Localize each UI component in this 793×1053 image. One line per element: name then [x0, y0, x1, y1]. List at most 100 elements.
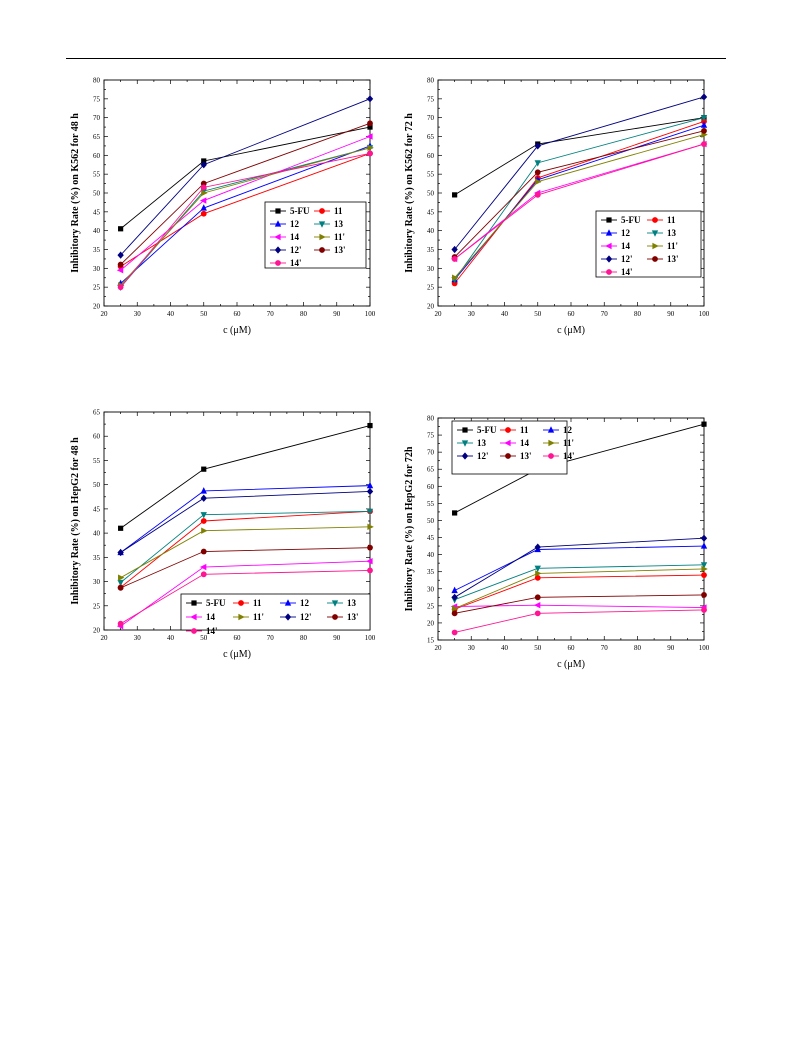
legend: 5-FU 11 12 13 14 11' 12' 13' 14' — [595, 210, 702, 278]
data-point — [117, 584, 124, 591]
data-point — [534, 543, 541, 551]
y-tick-label: 75 — [427, 432, 435, 440]
y-axis-label: Inhibitory Rate (%) on K562 for 48 h — [70, 113, 81, 273]
x-tick-label: 20 — [435, 310, 443, 318]
y-tick-label: 20 — [93, 303, 101, 311]
y-tick-label: 55 — [427, 171, 435, 179]
legend-item: 11' — [233, 612, 264, 622]
x-tick-label: 80 — [300, 310, 308, 318]
y-tick-label: 30 — [427, 265, 435, 273]
legend-label: 14 — [520, 438, 530, 448]
x-tick-label: 90 — [333, 310, 341, 318]
legend-item: 11 — [500, 425, 529, 435]
data-point — [534, 191, 541, 198]
x-tick-label: 80 — [634, 310, 642, 318]
x-tick-label: 20 — [435, 644, 443, 652]
legend-item: 12' — [280, 612, 312, 622]
y-axis-label: Inhibitory Rate (%) on HepG2 for 72h — [404, 446, 415, 611]
x-tick-label: 30 — [468, 310, 476, 318]
legend-item: 12' — [270, 245, 302, 255]
x-tick-label: 70 — [601, 644, 609, 652]
legend-item: 14 — [186, 612, 216, 622]
chart-k562-72h: 20 30 40 50 60 70 80 90 100 20 25 30 35 40 45 50 55 60 65 7… — [404, 77, 710, 337]
series-line — [454, 609, 705, 633]
data-point — [200, 512, 207, 519]
data-point — [701, 421, 707, 427]
data-point — [452, 510, 458, 516]
series-line — [120, 425, 371, 529]
legend-marker — [651, 230, 659, 237]
data-point — [200, 494, 207, 502]
series-line — [120, 547, 371, 589]
x-tick-label: 30 — [134, 310, 142, 318]
legend-item: 5-FU — [457, 425, 497, 435]
legend-marker — [606, 217, 612, 223]
page-header-rule — [66, 58, 726, 59]
y-tick-label: 20 — [427, 303, 435, 311]
series-7 — [451, 592, 707, 617]
legend-label: 14' — [621, 267, 633, 277]
y-tick-label: 35 — [427, 246, 435, 254]
chart-k562-48h: 20 30 40 50 60 70 80 90 100 20 25 30 35 40 45 50 55 60 65 7… — [70, 77, 376, 337]
legend-label: 12' — [300, 612, 312, 622]
data-point — [367, 567, 373, 574]
data-point — [366, 95, 374, 103]
data-point — [116, 267, 124, 274]
x-axis-label: c (μM) — [223, 649, 251, 660]
series-7 — [117, 544, 373, 591]
x-tick-label: 40 — [501, 644, 509, 652]
series-3 — [117, 508, 374, 587]
y-tick-label: 25 — [427, 602, 435, 610]
series-3 — [451, 562, 708, 604]
data-point — [199, 197, 207, 204]
data-point — [201, 466, 207, 472]
data-point — [534, 574, 541, 581]
x-tick-label: 60 — [234, 634, 242, 642]
data-point — [200, 210, 207, 217]
legend: 5-FU 11 12 13 14 11' 12' 13' 14' — [180, 593, 371, 636]
x-tick-label: 50 — [200, 310, 208, 318]
legend-marker — [191, 600, 197, 606]
y-tick-label: 25 — [93, 284, 101, 292]
data-point — [700, 562, 708, 569]
legend-label: 13' — [667, 254, 679, 264]
data-point — [366, 133, 373, 140]
x-axis-label: c (μM) — [223, 325, 251, 336]
legend-marker — [284, 599, 292, 606]
y-axis-label: Inhibitory Rate (%) on K562 for 72 h — [404, 113, 415, 273]
data-point — [701, 607, 707, 613]
y-tick-label: 70 — [93, 114, 101, 122]
x-tick-label: 40 — [501, 310, 509, 318]
data-point — [200, 518, 207, 524]
legend-label: 11 — [520, 425, 529, 435]
series-5 — [452, 565, 708, 612]
legend-marker — [462, 427, 468, 433]
data-point — [534, 565, 541, 573]
legend-marker — [319, 208, 325, 214]
series-line — [454, 117, 705, 196]
legend-item: 13 — [314, 219, 344, 229]
legend-marker — [547, 426, 555, 433]
legend-item: 11' — [314, 232, 345, 242]
x-tick-label: 80 — [300, 634, 308, 642]
series-line — [120, 485, 371, 553]
legend-marker — [504, 439, 511, 447]
data-point — [701, 127, 707, 134]
legend-item: 5-FU — [186, 598, 226, 608]
x-tick-label: 20 — [101, 634, 109, 642]
y-tick-label: 45 — [93, 505, 101, 513]
legend-label: 5-FU — [621, 215, 641, 225]
data-point — [117, 284, 124, 291]
series-line — [454, 574, 705, 610]
x-axis-label: c (μM) — [557, 325, 585, 336]
legend-item: 14' — [601, 267, 633, 277]
series-8 — [451, 607, 707, 636]
data-point — [367, 124, 373, 130]
data-point — [366, 558, 373, 565]
legend: 5-FU 11 12 13 14 11' 12' 13' 14' — [451, 420, 575, 475]
legend-marker — [652, 256, 658, 262]
data-point — [118, 525, 124, 531]
data-point — [700, 121, 708, 128]
legend-marker — [548, 453, 554, 459]
series-line — [454, 545, 705, 591]
